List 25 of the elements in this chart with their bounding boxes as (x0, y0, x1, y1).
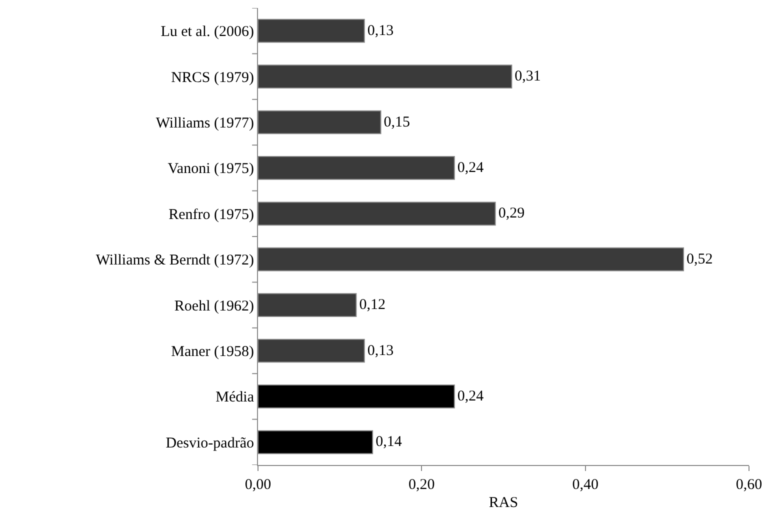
y-tick-label: Maner (1958) (171, 344, 254, 360)
y-tick-label: Desvio-padrão (166, 435, 254, 452)
y-tick-label: Vanoni (1975) (168, 161, 254, 178)
data-label: 0,29 (498, 206, 525, 222)
x-axis-title: RAS (488, 495, 518, 511)
data-label: 0,52 (686, 251, 713, 268)
data-label: 0,13 (367, 22, 394, 39)
data-label: 0,31 (514, 68, 541, 85)
y-tick-label: Williams & Berndt (1972) (96, 252, 254, 269)
x-tick-label: 0,20 (408, 477, 435, 493)
y-tick-label: Williams (1977) (156, 116, 254, 132)
data-label: 0,15 (384, 114, 410, 130)
data-label: 0,24 (457, 160, 484, 176)
y-tick-label: Roehl (1962) (174, 298, 254, 314)
y-tick-label: Lu et al. (2006) (160, 24, 254, 40)
y-tick-label: NRCS (1979) (171, 70, 254, 86)
x-tick-label: 0,00 (244, 477, 272, 493)
x-tick-label: 0,40 (572, 477, 598, 493)
data-label: 0,13 (367, 342, 394, 359)
data-label: 0,14 (376, 434, 402, 450)
y-tick-label: Renfro (1975) (168, 206, 254, 223)
x-tick-label: 0,60 (736, 477, 762, 493)
data-label: 0,24 (457, 388, 484, 404)
y-tick-label: Média (216, 390, 254, 406)
data-label: 0,12 (359, 297, 386, 314)
